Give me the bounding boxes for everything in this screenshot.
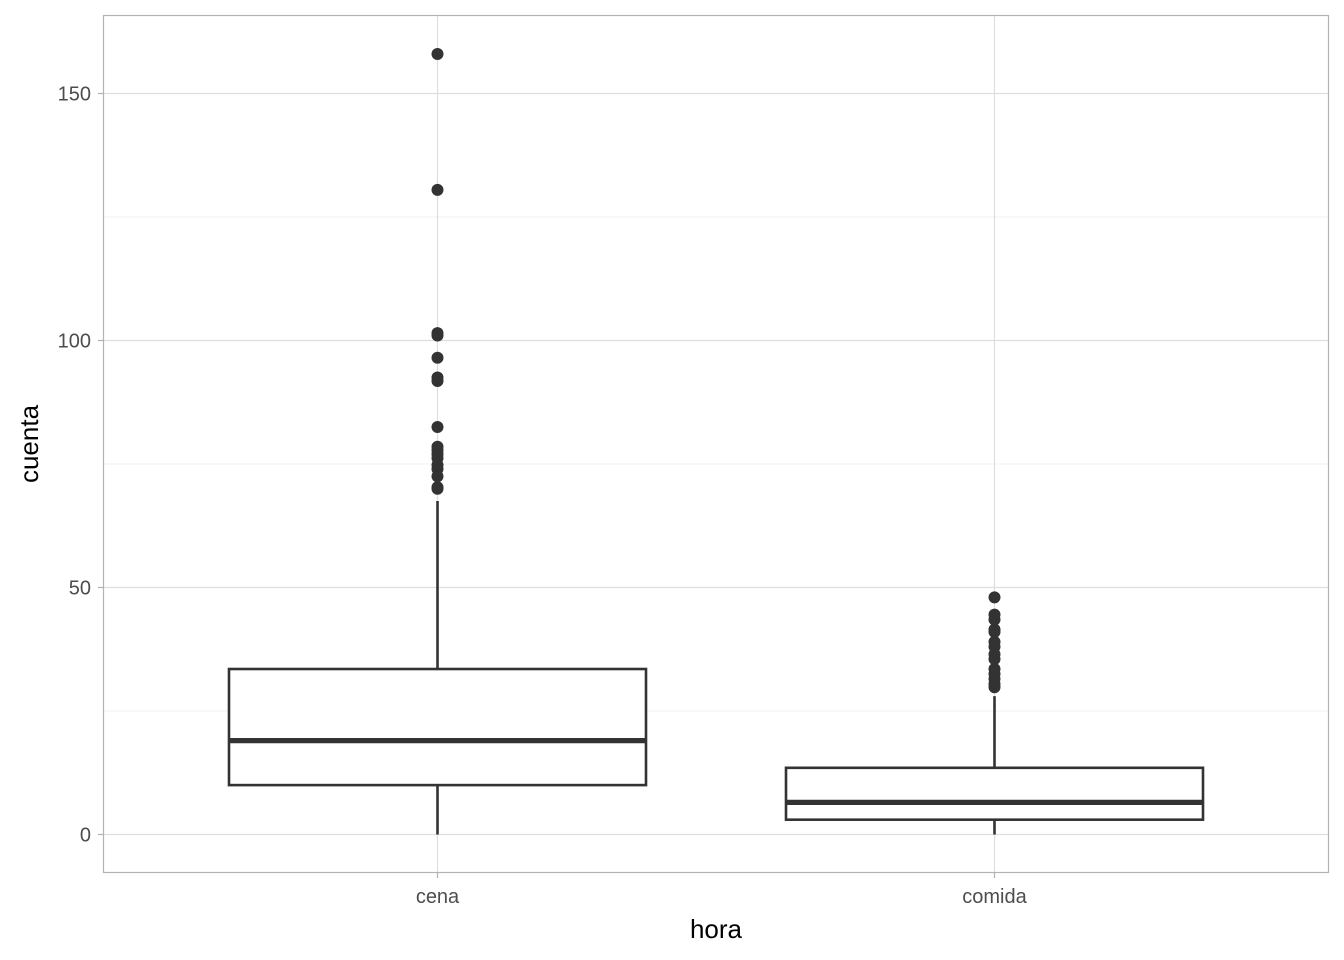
x-axis-title: hora xyxy=(690,914,743,944)
y-tick-label: 100 xyxy=(58,331,91,353)
outlier-point xyxy=(431,47,444,60)
x-tick-label: comida xyxy=(962,886,1027,908)
outlier-point xyxy=(988,635,1001,648)
x-tick-label: cena xyxy=(416,886,460,908)
outlier-point xyxy=(988,608,1001,621)
y-tick-label: 150 xyxy=(58,84,91,106)
panel-border xyxy=(102,14,1330,874)
outlier-point xyxy=(431,351,444,364)
y-tick-label: 50 xyxy=(69,578,91,600)
outlier-points xyxy=(431,47,1001,694)
outlier-point xyxy=(431,327,444,340)
outlier-point xyxy=(431,440,444,453)
grid-lines xyxy=(104,16,1328,872)
box-plots xyxy=(227,501,1205,835)
outlier-point xyxy=(431,371,444,384)
outlier-point xyxy=(431,481,444,494)
outlier-point xyxy=(431,420,444,433)
outlier-point xyxy=(988,663,1001,676)
outlier-point xyxy=(431,183,444,196)
outlier-point xyxy=(988,591,1001,604)
y-axis-title: cuenta xyxy=(14,404,44,483)
axis-ticks: 0 50 100 150 cena comida xyxy=(58,84,1028,909)
outlier-point xyxy=(988,623,1001,636)
y-tick-label: 0 xyxy=(80,825,91,847)
box-comida xyxy=(784,766,1205,821)
box-cena xyxy=(227,667,648,787)
